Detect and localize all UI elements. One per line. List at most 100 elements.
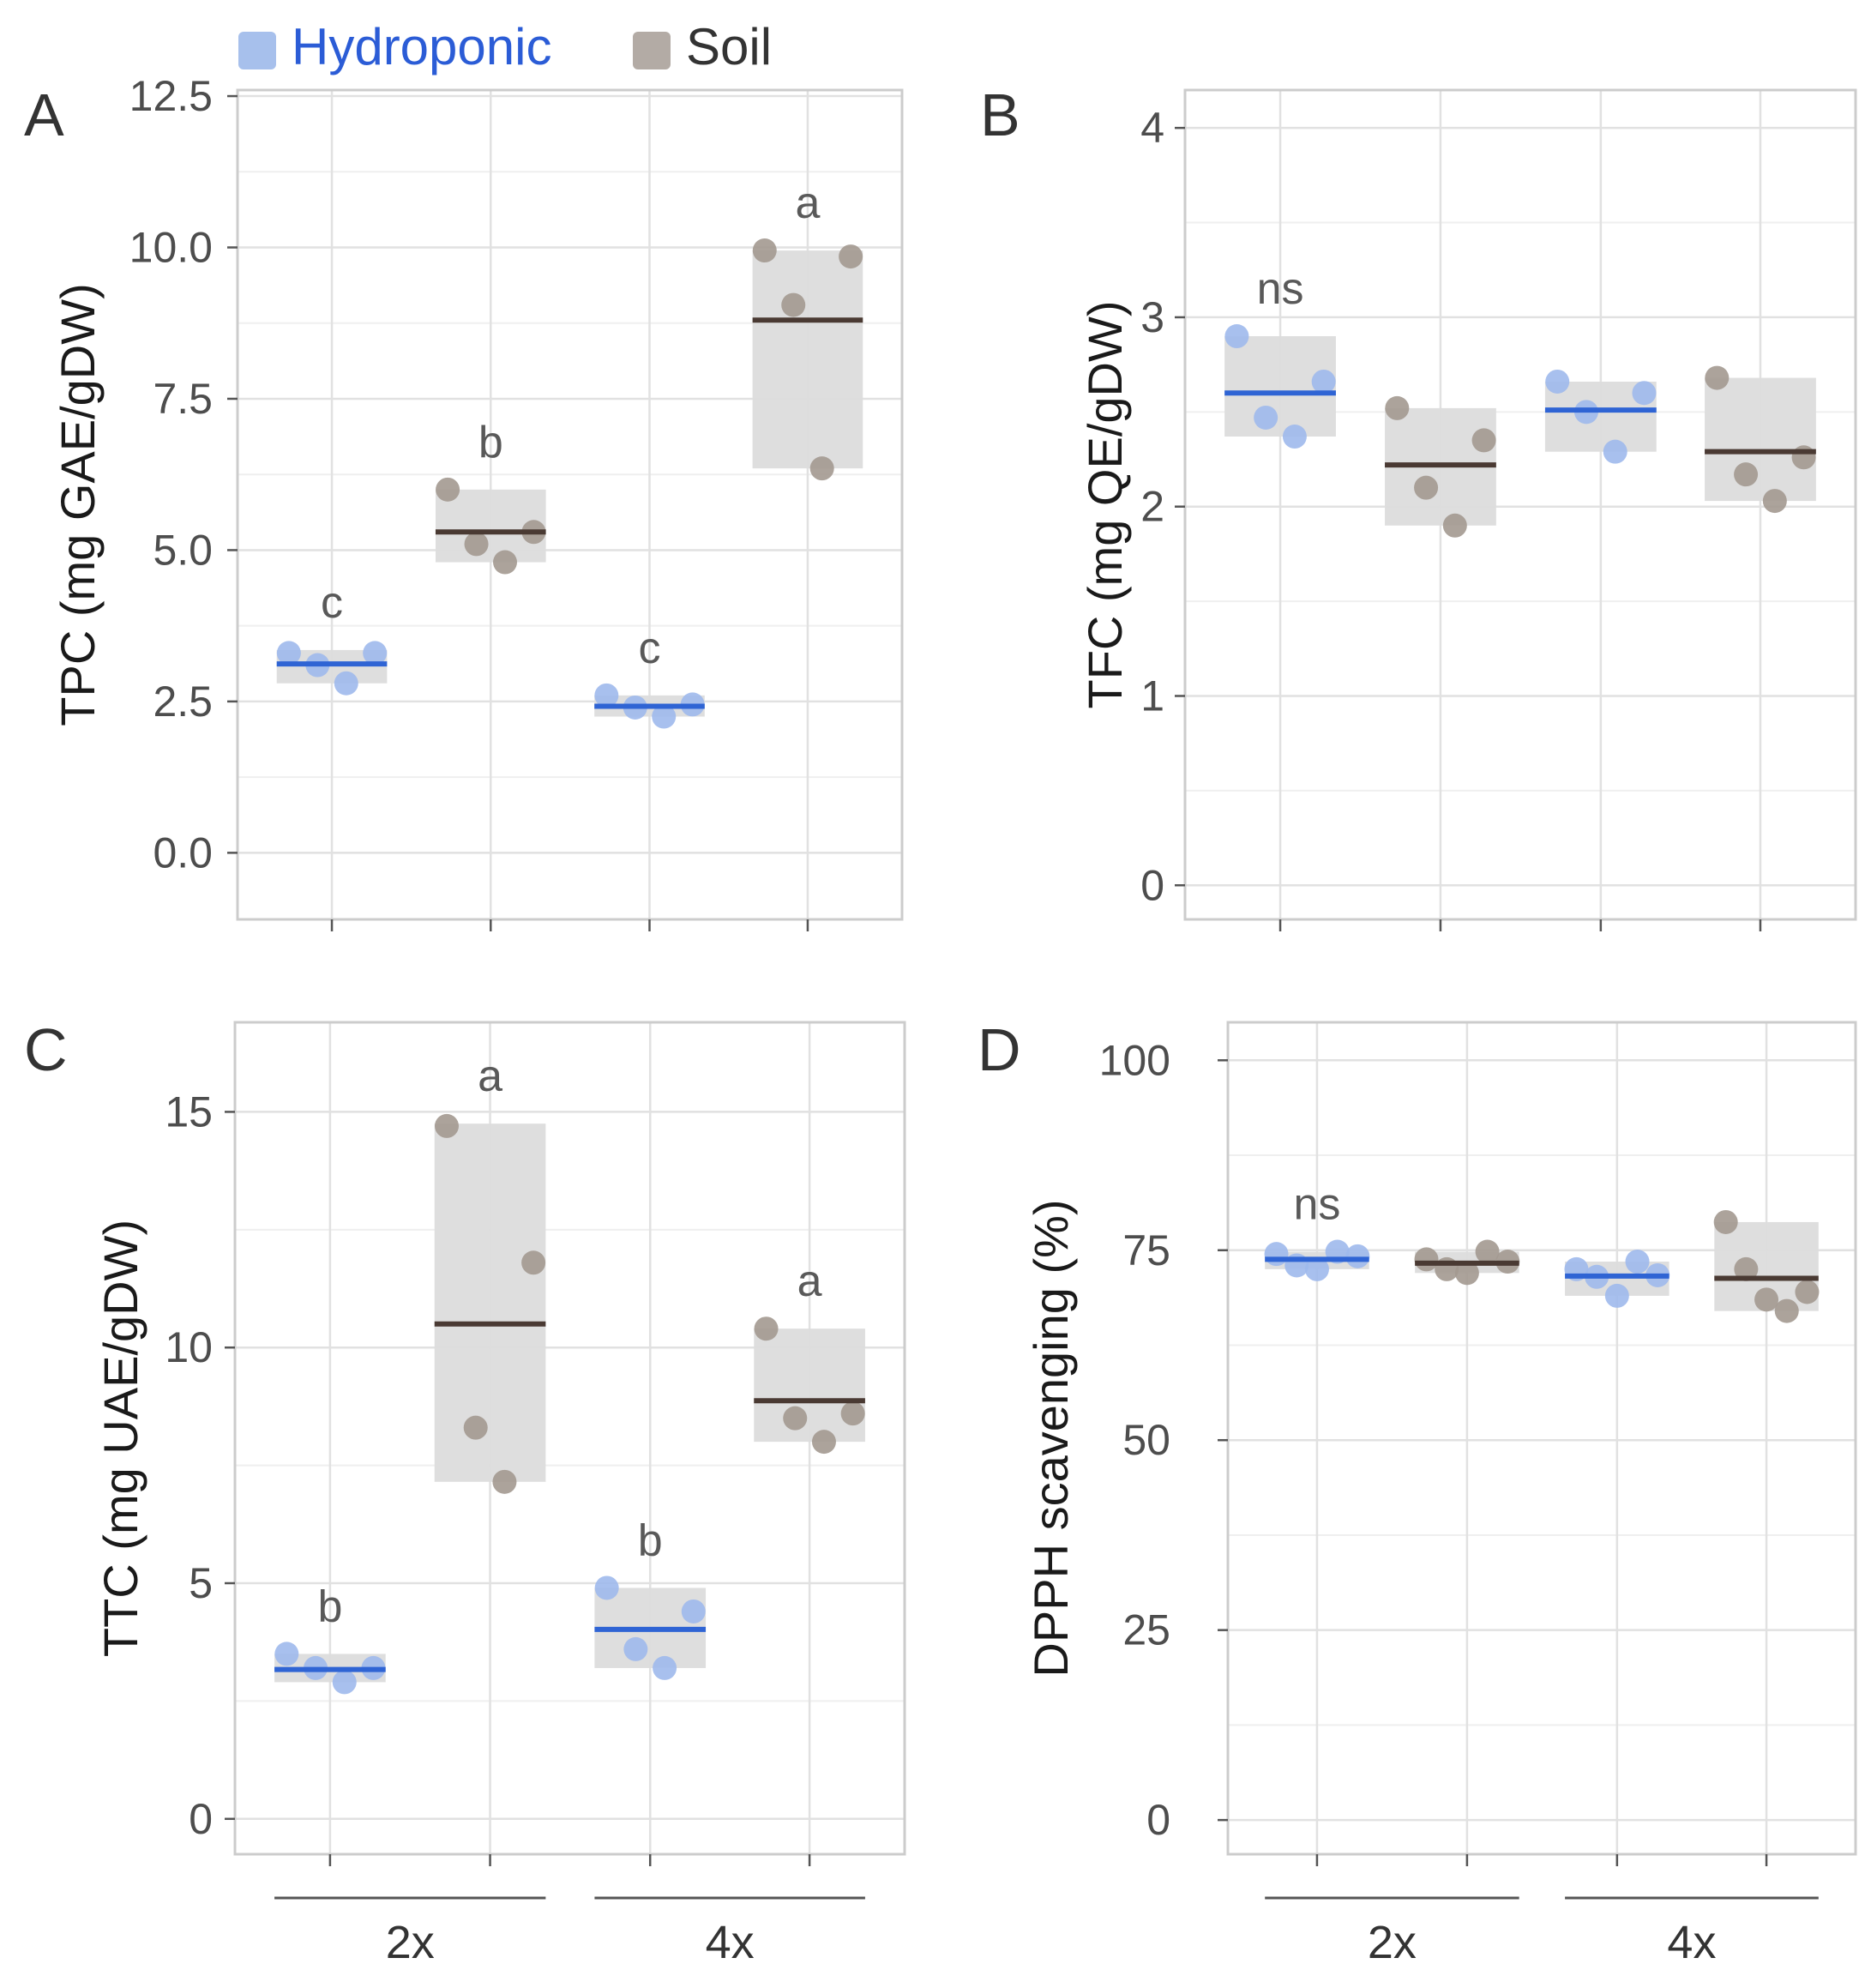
y-tick-label: 15	[165, 1087, 213, 1136]
y-tick-label: 0	[1140, 861, 1164, 909]
data-point-soil-2x	[464, 532, 489, 557]
y-tick-label: 2.5	[153, 678, 213, 726]
legend-swatch-soil	[633, 32, 671, 69]
panel-letter: C	[24, 1016, 68, 1083]
legend-item-soil: Soil	[633, 18, 772, 75]
significance-label: b	[317, 1581, 342, 1631]
data-point-hydroponic-2x	[276, 641, 301, 666]
data-point-soil-4x	[781, 292, 806, 317]
panel-d: ns 0 25 50 75 100 DPPH scavenging (%) D 2x 4x	[978, 1016, 1857, 1968]
legend-label-hydroponic: Hydroponic	[292, 18, 552, 75]
y-tick-label: 10.0	[129, 224, 213, 272]
y-tick-label: 5	[189, 1559, 213, 1607]
panel-border	[233, 1021, 906, 1856]
data-point-soil-4x	[809, 456, 834, 481]
data-point-soil-2x	[521, 1250, 546, 1275]
panel-border	[1183, 88, 1857, 921]
significance-label: ns	[1257, 264, 1304, 314]
data-point-soil-4x	[840, 1401, 865, 1426]
data-point-hydroponic-2x	[1254, 405, 1278, 430]
y-tick-label: 5.0	[153, 526, 213, 574]
significance-label: a	[795, 178, 820, 228]
y-tick-label: 0	[189, 1795, 213, 1843]
data-point-soil-4x	[1774, 1298, 1799, 1323]
data-point-soil-4x	[1791, 445, 1816, 470]
group-brackets: 2x 4x	[274, 1896, 865, 1968]
data-point-soil-4x	[1754, 1287, 1779, 1312]
data-point-hydroponic-2x	[1282, 425, 1307, 449]
significance-label: c	[639, 624, 661, 673]
panel-c: b a b a 0 5 10 15 TTC (mg UAE/gDW) C 2x 4x	[24, 1016, 906, 1968]
y-axis-title: DPPH scavenging (%)	[1024, 1199, 1078, 1677]
group-label-4x: 4x	[706, 1917, 755, 1968]
panel-border	[1226, 1021, 1857, 1856]
data-point-hydroponic-4x	[1603, 439, 1627, 464]
data-point-hydroponic-4x	[1545, 369, 1570, 394]
y-tick-label: 2	[1140, 483, 1164, 531]
panel-b: ns 0 1 2 3 4 TFC (mg QE/gDW) B	[980, 81, 1857, 931]
data-point-soil-2x	[1442, 513, 1467, 538]
data-point-hydroponic-4x	[652, 704, 677, 729]
data-point-hydroponic-2x	[332, 1670, 357, 1695]
data-point-soil-4x	[783, 1406, 808, 1431]
data-point-hydroponic-2x	[274, 1642, 299, 1666]
plot-background	[1185, 90, 1856, 919]
legend-swatch-hydroponic	[238, 32, 276, 69]
data-point-soil-4x	[1734, 1256, 1759, 1281]
y-tick-label: 25	[1122, 1606, 1170, 1654]
data-point-hydroponic-4x	[594, 683, 619, 708]
data-point-hydroponic-2x	[1264, 1242, 1289, 1267]
y-tick-label: 7.5	[153, 375, 213, 423]
data-point-soil-2x	[1471, 428, 1496, 453]
y-tick-label: 0	[1146, 1796, 1170, 1844]
plot-background	[1228, 1022, 1856, 1854]
data-point-soil-4x	[1705, 365, 1730, 390]
range-box-soil-4x	[754, 1328, 865, 1443]
y-axis-title: TPC (mg GAE/gDW)	[51, 283, 105, 726]
data-point-hydroponic-4x	[1632, 381, 1657, 406]
y-tick-label: 100	[1099, 1036, 1170, 1084]
data-point-soil-2x	[1454, 1261, 1479, 1286]
y-tick-label: 4	[1140, 104, 1164, 152]
data-point-hydroponic-4x	[653, 1655, 677, 1680]
data-point-soil-4x	[811, 1430, 836, 1455]
data-point-soil-4x	[1795, 1280, 1820, 1304]
data-point-hydroponic-4x	[1604, 1283, 1629, 1308]
data-point-soil-2x	[463, 1415, 488, 1440]
data-point-hydroponic-4x	[681, 1599, 706, 1624]
data-point-soil-4x	[752, 238, 777, 263]
y-tick-label: 1	[1140, 672, 1164, 720]
panel-letter: A	[24, 81, 64, 148]
group-label-2x: 2x	[386, 1917, 435, 1968]
group-brackets: 2x 4x	[1265, 1896, 1819, 1968]
data-point-soil-2x	[1414, 475, 1439, 500]
y-tick-label: 3	[1140, 293, 1164, 341]
data-point-soil-2x	[492, 1469, 517, 1494]
data-point-soil-4x	[1713, 1209, 1738, 1234]
group-label-2x: 2x	[1368, 1917, 1417, 1968]
legend: Hydroponic Soil	[238, 18, 772, 75]
data-point-soil-2x	[434, 1113, 459, 1138]
group-label-4x: 4x	[1667, 1917, 1716, 1968]
data-point-soil-2x	[1385, 395, 1410, 420]
panel-a: c b c a 0.0 2.5 5.0 7.5 10.0 12.5 TPC (mg GAE/gDW)…	[24, 72, 904, 931]
plot-background	[238, 90, 902, 919]
data-point-hydroponic-2x	[1311, 369, 1336, 394]
data-point-hydroponic-2x	[334, 671, 358, 696]
y-axis-title: TFC (mg QE/gDW)	[1078, 301, 1132, 709]
data-point-soil-4x	[839, 244, 863, 269]
data-point-hydroponic-4x	[594, 1575, 619, 1600]
data-point-soil-4x	[1734, 462, 1759, 487]
data-point-soil-2x	[1414, 1247, 1439, 1272]
data-point-hydroponic-4x	[1625, 1250, 1650, 1274]
panel-letter: D	[978, 1016, 1021, 1083]
y-tick-label: 12.5	[129, 72, 213, 120]
legend-label-soil: Soil	[686, 18, 772, 75]
data-point-hydroponic-2x	[363, 641, 388, 666]
data-point-soil-2x	[1475, 1239, 1500, 1264]
data-point-soil-4x	[754, 1316, 779, 1341]
data-point-hydroponic-2x	[1345, 1244, 1370, 1268]
significance-label: a	[478, 1051, 502, 1101]
significance-label: b	[638, 1515, 663, 1565]
